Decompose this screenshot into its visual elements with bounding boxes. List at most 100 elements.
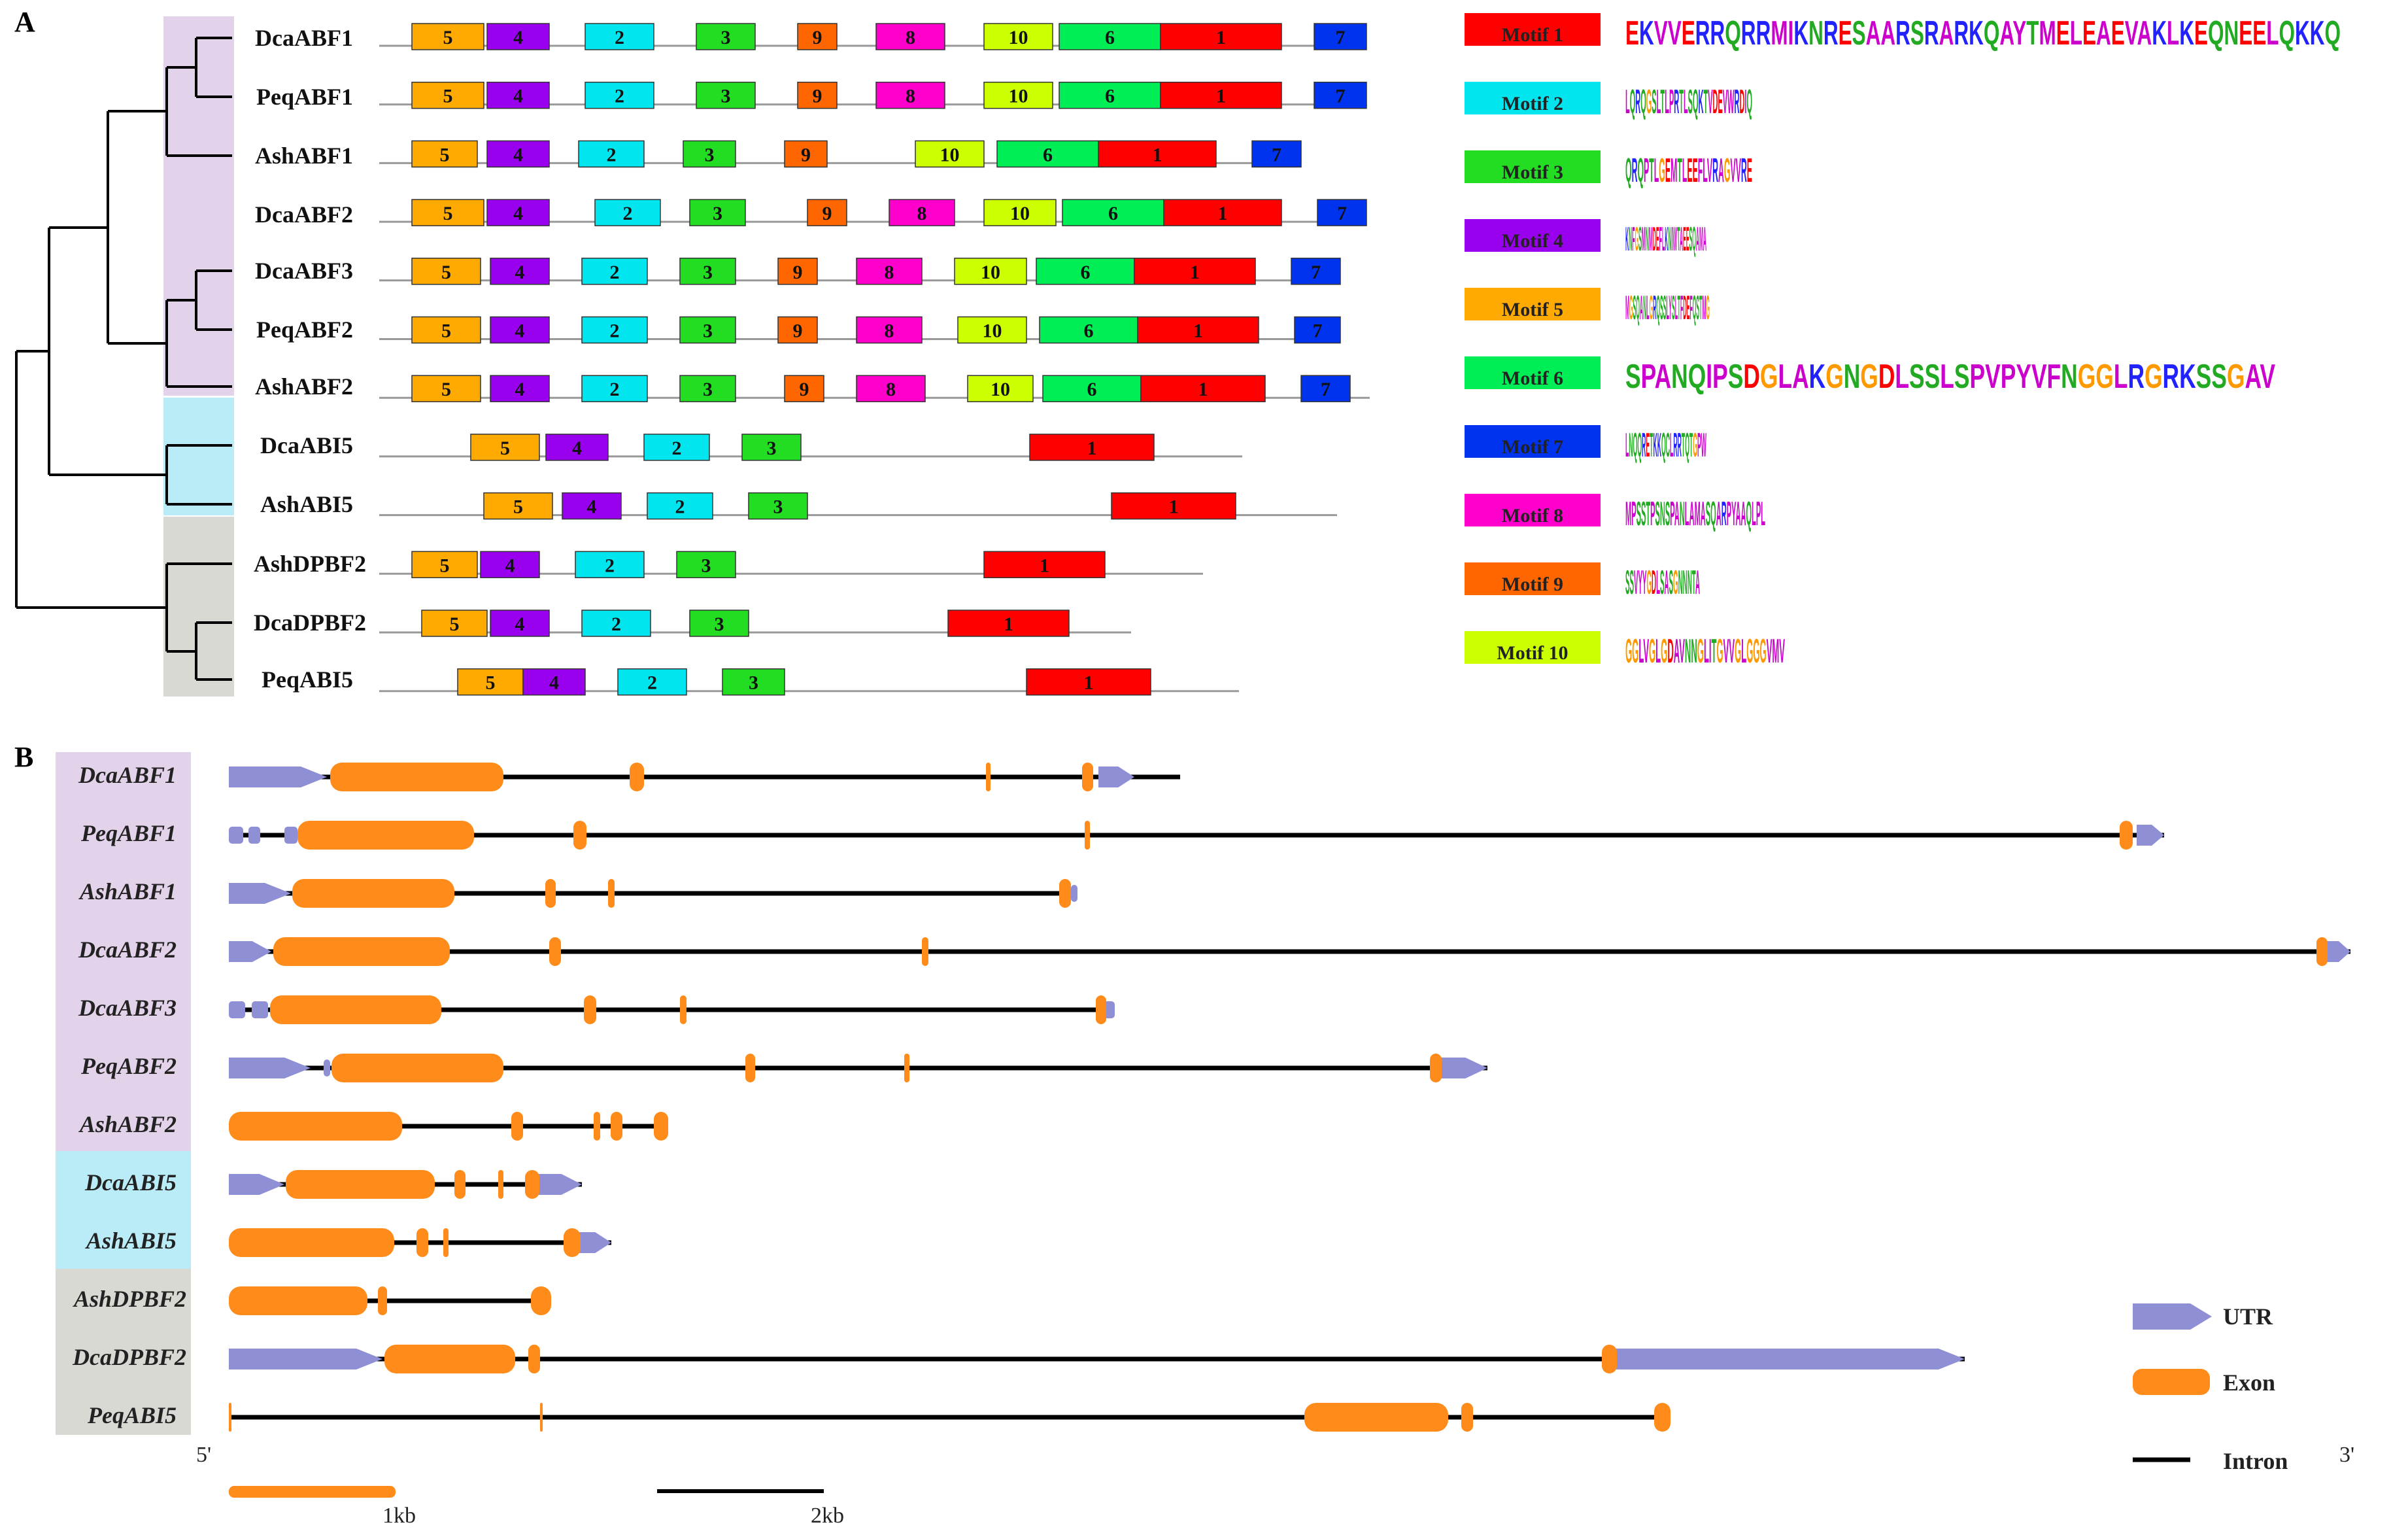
motif-box-number: 1 xyxy=(1190,262,1200,283)
gene-structure-row xyxy=(229,1403,1670,1432)
motif-box-number: 5 xyxy=(441,379,451,400)
motif-legend-row: Motif 2 LQRQGSLTLPRTLSQKTVDEVWRDIQ xyxy=(1465,82,1752,121)
motif-sequence-logo: MPSSTPSNSPANLAMASQARPYAAQLPL xyxy=(1625,495,1765,533)
motif-box xyxy=(1300,375,1351,402)
motif-sequence-logo: GGLVGLGDAVNNGLITGVVGLGGGVMV xyxy=(1625,632,1785,670)
exon-block xyxy=(525,1170,539,1199)
motif-sequence-logo: QRQPTLGEMTLEEFLVRAGVVRE xyxy=(1625,152,1752,190)
motif-box xyxy=(784,375,824,402)
motif-box xyxy=(575,551,645,579)
motif-sequence-logo: KNFGSMNMDEFLKNIWTAEESQAMA xyxy=(1625,220,1706,258)
motif-box-number: 7 xyxy=(1272,144,1281,165)
gene-label: DcaDPBF2 xyxy=(72,1344,186,1370)
motif-legend-swatch xyxy=(1465,631,1601,664)
motif-sequence-logo: SSVYYGDLSASGNNNTA xyxy=(1625,564,1700,602)
utr-arrow xyxy=(1615,1349,1965,1369)
utr-arrow xyxy=(2324,941,2350,962)
motif-legend-row: Motif 6 SPANQIPSDGLAKGNGDLSSLSPVPYVFNGGLR… xyxy=(1465,356,2275,396)
motif-track-row: 5 4 2 3 1 xyxy=(379,551,1203,579)
exon-block xyxy=(540,1403,543,1432)
utr-block xyxy=(252,1001,268,1018)
motif-box xyxy=(585,81,654,109)
motif-box xyxy=(486,140,550,168)
motif-box xyxy=(741,434,802,461)
motif-box-number: 6 xyxy=(1081,262,1091,283)
exon-legend-icon xyxy=(2133,1369,2210,1395)
motif-legend-row: Motif 10 GGLVGLGDAVNNGLITGVVGLGGGVMV xyxy=(1465,631,1785,670)
motif-box-number: 5 xyxy=(500,438,510,459)
motif-sequence-logo: LQRQGSLTLPRTLSQKTVDEVWRDIQ xyxy=(1625,83,1752,121)
motif-box xyxy=(1059,81,1161,109)
motif-box-number: 3 xyxy=(773,496,783,518)
motif-box-number: 9 xyxy=(813,27,822,48)
panel-a-gene-labels: DcaABF1 PeqABF1 AshABF1 DcaABF2 DcaABF3 … xyxy=(254,25,366,693)
exon-block xyxy=(545,879,556,908)
motif-box-number: 9 xyxy=(801,144,811,165)
motif-box xyxy=(983,199,1057,226)
motif-box-number: 4 xyxy=(505,555,515,576)
motif-box xyxy=(486,81,550,109)
exon-block xyxy=(573,821,586,850)
motif-box-number: 4 xyxy=(513,144,523,165)
motif-box-number: 8 xyxy=(885,262,894,283)
motif-legend: Motif 1 EKVVERRQRRMIKNRESAARSRARKQAYTMELE… xyxy=(1465,13,2341,670)
motif-box-number: 2 xyxy=(610,262,620,283)
three-prime-label: 3' xyxy=(2339,1443,2354,1467)
motif-box-number: 7 xyxy=(1337,203,1347,224)
motif-legend-row: Motif 8 MPSSTPSNSPANLAMASQARPYAAQLPL xyxy=(1465,494,1765,533)
exon-block xyxy=(564,1228,581,1257)
motif-box-number: 5 xyxy=(486,672,496,694)
gene-label: AshABI5 xyxy=(260,491,353,517)
phylogenetic-tree xyxy=(15,37,232,681)
motif-sequence-logo: LNQQRETKKQCLRRTQTGPW xyxy=(1625,426,1706,464)
motif-legend-label: Motif 1 xyxy=(1502,24,1563,46)
motif-box-number: 6 xyxy=(1105,86,1115,107)
motif-box-number: 2 xyxy=(647,672,657,694)
motif-box-number: 2 xyxy=(615,27,624,48)
panel-a-group-abi5 xyxy=(163,398,234,515)
motif-box-number: 3 xyxy=(713,203,722,224)
motif-legend-label: Motif 6 xyxy=(1502,368,1563,389)
motif-box-number: 10 xyxy=(981,262,1000,283)
exon-block xyxy=(2316,937,2328,966)
utr-arrow xyxy=(229,1349,382,1369)
exon-block xyxy=(1461,1403,1473,1432)
motif-box xyxy=(480,551,540,579)
motif-box-number: 2 xyxy=(672,438,682,459)
motif-box-number: 6 xyxy=(1087,379,1097,400)
gene-label: DcaABF3 xyxy=(255,258,353,284)
motif-track-row: 5 4 2 3 1 xyxy=(379,434,1242,461)
utr-block xyxy=(229,1001,245,1018)
motif-box xyxy=(1314,23,1367,50)
motif-box xyxy=(1317,199,1367,226)
exon-block xyxy=(1602,1345,1617,1373)
motif-track-row: 5 4 2 3 9 8 10 6 1 7 xyxy=(379,199,1367,226)
motif-box-number: 6 xyxy=(1043,144,1053,165)
motif-box-number: 7 xyxy=(1311,262,1321,283)
motif-legend-swatch xyxy=(1465,356,1601,389)
exon-block xyxy=(292,879,454,908)
utr-block xyxy=(229,827,243,844)
motif-legend-label: Motif 8 xyxy=(1502,505,1563,526)
gene-label: DcaABI5 xyxy=(260,432,353,458)
motif-box xyxy=(486,199,550,226)
motif-box-number: 9 xyxy=(813,86,822,107)
gene-label: AshABI5 xyxy=(85,1228,177,1254)
exon-block xyxy=(229,1286,367,1315)
motif-box xyxy=(1314,81,1367,109)
exon-block xyxy=(2120,821,2133,850)
motif-box-number: 10 xyxy=(1010,203,1030,224)
motif-box-number: 5 xyxy=(440,555,450,576)
exon-block xyxy=(630,763,644,791)
motif-box-number: 1 xyxy=(1169,496,1179,518)
scale-bars: 1kb 2kb xyxy=(229,1486,844,1528)
motif-box xyxy=(486,23,550,50)
motif-box-number: 2 xyxy=(610,379,620,400)
motif-box-number: 2 xyxy=(607,144,617,165)
motif-box-number: 3 xyxy=(721,27,731,48)
exon-block xyxy=(270,995,441,1024)
motif-box-number: 4 xyxy=(549,672,559,694)
motif-box-number: 5 xyxy=(443,203,453,224)
motif-box-number: 2 xyxy=(623,203,633,224)
motif-box-number: 7 xyxy=(1336,86,1346,107)
